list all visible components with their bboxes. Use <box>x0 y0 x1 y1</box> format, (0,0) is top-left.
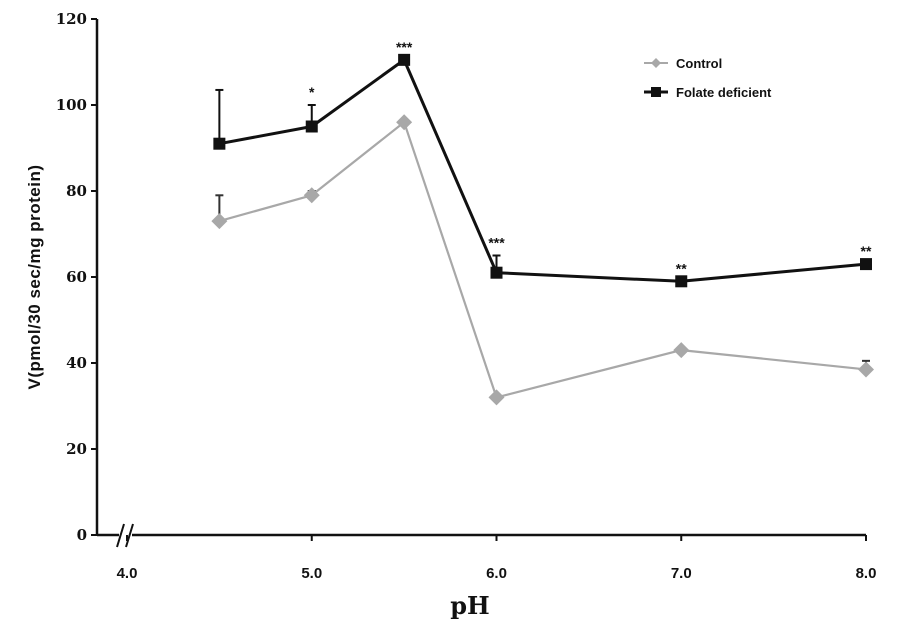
y-tick-label: 120 <box>56 10 87 28</box>
y-axis-label: V(pmol/30 sec/mg protein) <box>25 164 44 389</box>
x-tick-label: 8.0 <box>856 565 877 582</box>
data-point <box>490 266 503 279</box>
legend-label-control: Control <box>676 56 722 71</box>
series-line <box>219 121 867 399</box>
series-folate-deficient <box>213 53 872 288</box>
significance-marker: * <box>309 84 315 100</box>
y-axis-ticks: 0 20 40 60 80 100 120 <box>56 10 97 544</box>
axis-break-mark-2 <box>125 523 134 548</box>
data-point <box>211 213 228 230</box>
data-point <box>675 275 688 288</box>
series-layer <box>211 53 874 406</box>
data-point <box>858 361 874 378</box>
y-tick-label: 80 <box>66 182 87 200</box>
legend-label-folate-deficient: Folate deficient <box>676 85 772 100</box>
legend: Control Folate deficient <box>644 56 772 100</box>
significance-marker: *** <box>396 39 413 55</box>
legend-marker-folate-deficient <box>651 87 661 97</box>
legend-item-control: Control <box>644 56 722 71</box>
data-point <box>860 258 872 271</box>
series-line <box>219 58 867 283</box>
y-tick-label: 0 <box>77 526 87 544</box>
significance-marker: *** <box>488 235 505 251</box>
x-tick-label: 7.0 <box>671 565 692 582</box>
x-tick-label: 4.0 <box>117 565 138 582</box>
series-control <box>211 114 874 406</box>
significance-marker: ** <box>676 260 687 276</box>
x-axis-label: pH <box>450 591 489 619</box>
significance-marker: ** <box>861 243 872 259</box>
data-point <box>303 187 320 204</box>
legend-marker-control <box>651 58 661 68</box>
legend-item-folate-deficient: Folate deficient <box>644 85 772 100</box>
data-point <box>398 53 411 66</box>
x-axis-ticks: 4.0 5.0 6.0 7.0 8.0 <box>117 535 877 582</box>
data-point <box>213 137 226 150</box>
y-tick-label: 60 <box>66 268 87 286</box>
y-tick-label: 20 <box>66 440 87 458</box>
y-tick-label: 40 <box>66 354 87 372</box>
axis-break-mark-1 <box>116 523 125 548</box>
data-point <box>396 114 413 131</box>
y-tick-label: 100 <box>56 96 87 114</box>
x-tick-label: 6.0 <box>486 565 507 582</box>
x-tick-label: 5.0 <box>301 565 322 582</box>
significance-markers: *********** <box>309 39 872 276</box>
data-point <box>673 342 690 359</box>
data-point <box>488 389 505 406</box>
data-point <box>305 120 318 133</box>
